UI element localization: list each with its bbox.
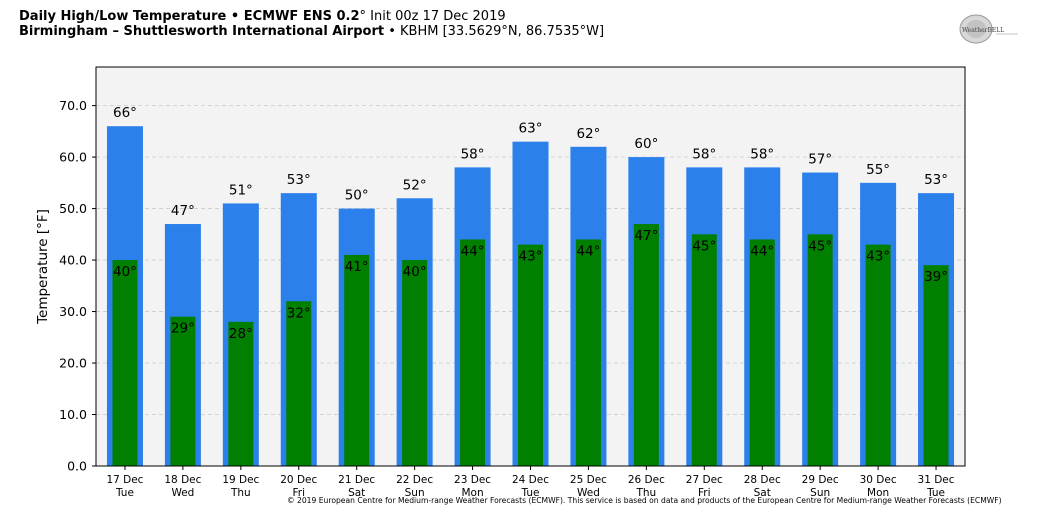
x-tick-date: 26 Dec	[628, 474, 665, 486]
x-tick-weekday: Sat	[754, 487, 771, 499]
plot-frame	[95, 66, 966, 467]
high-value-label: 51°	[229, 182, 253, 198]
x-tick-date: 29 Dec	[802, 474, 839, 486]
x-tick-weekday: Thu	[230, 487, 251, 499]
x-tick-date: 25 Dec	[570, 474, 607, 486]
chart-header: Daily High/Low Temperature • ECMWF ENS 0…	[19, 9, 604, 39]
high-value-label: 50°	[345, 188, 369, 204]
x-tick-date: 19 Dec	[222, 474, 259, 486]
high-value-label: 58°	[461, 146, 485, 162]
x-tick-date: 21 Dec	[338, 474, 375, 486]
low-value-label: 45°	[692, 238, 716, 254]
x-tick-weekday: Mon	[461, 487, 483, 499]
low-bar	[923, 265, 949, 466]
x-tick-date: 20 Dec	[280, 474, 317, 486]
x-tick-weekday: Thu	[635, 487, 656, 499]
low-value-label: 39°	[924, 269, 948, 285]
x-tick-weekday: Wed	[577, 487, 600, 499]
low-bar	[344, 254, 370, 466]
high-value-label: 57°	[808, 152, 832, 168]
low-value-label: 44°	[461, 243, 485, 259]
x-tick-weekday: Sat	[348, 487, 365, 499]
x-tick-weekday: Mon	[867, 487, 889, 499]
high-value-label: 53°	[924, 172, 948, 188]
low-bar	[112, 260, 138, 466]
high-value-label: 60°	[634, 136, 658, 152]
x-tick-weekday: Sun	[810, 487, 830, 499]
y-tick-label: 70.0	[59, 98, 87, 113]
high-value-label: 47°	[171, 203, 195, 219]
x-tick-weekday: Fri	[293, 487, 306, 499]
low-value-label: 44°	[750, 243, 774, 259]
x-tick-weekday: Tue	[926, 487, 945, 499]
low-bar	[286, 301, 312, 466]
title-main: Daily High/Low Temperature • ECMWF ENS 0…	[19, 9, 360, 24]
x-tick-weekday: Sun	[405, 487, 425, 499]
title-degree: °	[359, 9, 367, 24]
copyright-footer: © 2019 European Centre for Medium-range …	[287, 496, 1002, 505]
low-value-label: 41°	[345, 259, 369, 275]
x-tick-weekday: Tue	[115, 487, 134, 499]
x-tick-date: 18 Dec	[164, 474, 201, 486]
y-tick-label: 0.0	[67, 459, 87, 474]
logo-text: WeatherBELL	[962, 27, 1004, 34]
high-value-label: 53°	[287, 172, 311, 188]
low-bar	[749, 239, 775, 466]
low-value-label: 40°	[403, 264, 427, 280]
x-tick-weekday: Fri	[698, 487, 711, 499]
x-tick-date: 27 Dec	[686, 474, 723, 486]
x-tick-date: 30 Dec	[860, 474, 897, 486]
y-tick-label: 20.0	[59, 356, 87, 371]
low-value-label: 43°	[519, 249, 543, 265]
title-line-2: Birmingham – Shuttlesworth International…	[19, 24, 604, 39]
low-bar	[402, 260, 428, 466]
x-tick-weekday: Tue	[521, 487, 540, 499]
title-init: Init 00z 17 Dec 2019	[366, 9, 506, 24]
low-bar	[460, 239, 486, 466]
y-axis-label: Temperature [°F]	[35, 209, 51, 325]
high-value-label: 58°	[750, 146, 774, 162]
title-line-1: Daily High/Low Temperature • ECMWF ENS 0…	[19, 9, 604, 24]
y-tick-label: 60.0	[59, 150, 87, 165]
weatherbell-logo: WeatherBELL	[956, 12, 1020, 46]
x-tick-date: 17 Dec	[106, 474, 143, 486]
x-tick-date: 22 Dec	[396, 474, 433, 486]
y-tick-label: 40.0	[59, 253, 87, 268]
high-value-label: 63°	[519, 121, 543, 137]
x-tick-date: 23 Dec	[454, 474, 491, 486]
low-bar	[691, 234, 717, 466]
y-tick-label: 10.0	[59, 407, 87, 422]
station-coords: • KBHM [33.5629°N, 86.7535°W]	[384, 24, 605, 39]
low-bar	[575, 239, 601, 466]
low-bar	[518, 244, 543, 466]
y-tick-label: 50.0	[59, 201, 87, 216]
low-value-label: 44°	[576, 243, 600, 259]
high-value-label: 62°	[576, 126, 600, 142]
x-tick-date: 31 Dec	[918, 474, 955, 486]
y-tick-label: 30.0	[59, 304, 87, 319]
high-value-label: 58°	[692, 146, 716, 162]
low-value-label: 40°	[113, 264, 137, 280]
x-tick-weekday: Wed	[171, 487, 194, 499]
high-value-label: 52°	[403, 177, 427, 193]
low-bar	[865, 244, 891, 466]
low-value-label: 45°	[808, 238, 832, 254]
low-value-label: 29°	[171, 321, 195, 337]
high-value-label: 55°	[866, 162, 890, 178]
low-bar	[170, 316, 196, 466]
low-value-label: 43°	[866, 249, 890, 265]
low-value-label: 47°	[634, 228, 658, 244]
low-bar	[807, 234, 833, 466]
low-bar	[633, 224, 659, 466]
high-value-label: 66°	[113, 105, 137, 121]
low-value-label: 32°	[287, 305, 311, 321]
low-bar	[228, 321, 254, 466]
low-value-label: 28°	[229, 326, 253, 342]
x-tick-date: 28 Dec	[744, 474, 781, 486]
x-tick-date: 24 Dec	[512, 474, 549, 486]
station-name: Birmingham – Shuttlesworth International…	[19, 24, 385, 39]
